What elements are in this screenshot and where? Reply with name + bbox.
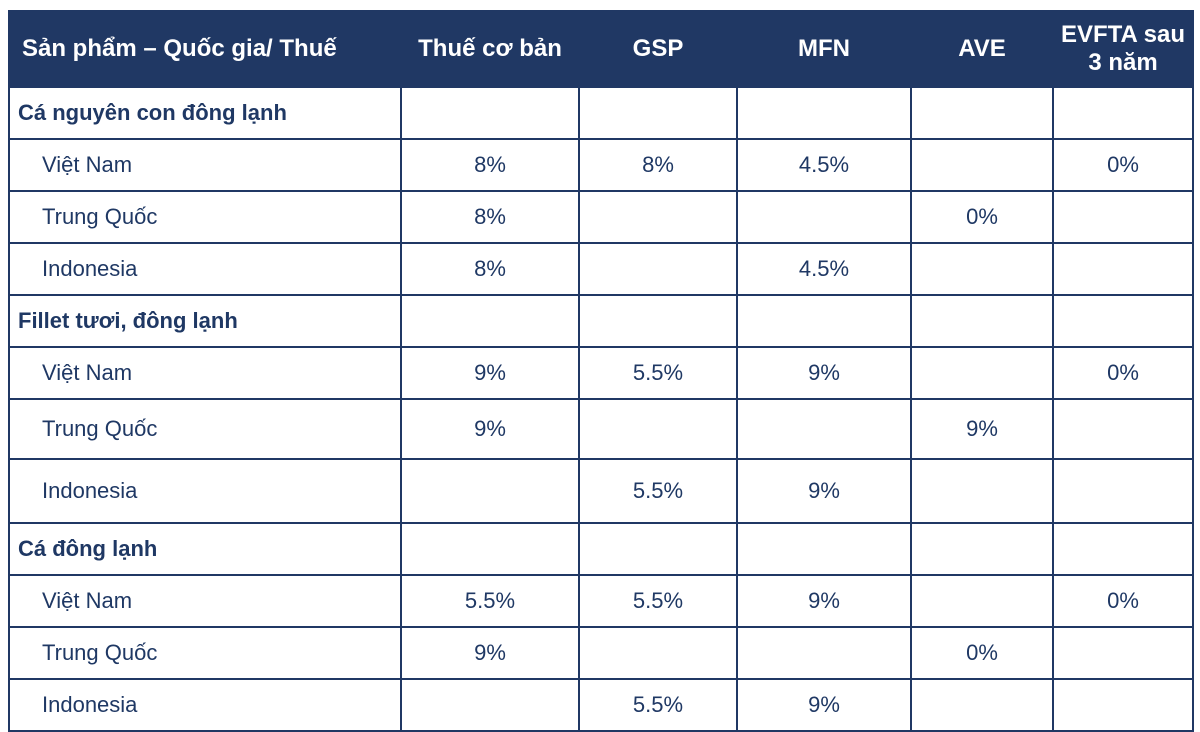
country-cell: Indonesia <box>8 678 402 732</box>
tariff-comparison-table: Sản phẩm – Quốc gia/ Thuế Thuế cơ bản GS… <box>8 10 1194 732</box>
country-cell: Việt Nam <box>8 346 402 400</box>
tariff-value-cell: 8% <box>400 190 580 244</box>
country-cell: Indonesia <box>8 242 402 296</box>
tariff-value-cell <box>736 626 912 680</box>
tariff-value-cell <box>578 242 738 296</box>
country-cell: Indonesia <box>8 458 402 524</box>
product-group-cell: Cá đông lạnh <box>8 522 402 576</box>
tariff-value-cell <box>400 458 580 524</box>
tariff-value-cell <box>910 294 1054 348</box>
tariff-value-cell: 5.5% <box>578 458 738 524</box>
table-row: Fillet tươi, đông lạnh <box>8 294 1194 348</box>
tariff-value-cell <box>578 294 738 348</box>
tariff-value-cell: 0% <box>1052 138 1194 192</box>
tariff-value-cell <box>1052 522 1194 576</box>
table-body: Cá nguyên con đông lạnh Việt Nam 8% 8% 4.5% 0… <box>8 86 1194 732</box>
table-row: Việt Nam 5.5% 5.5% 9% 0% <box>8 574 1194 628</box>
country-cell: Trung Quốc <box>8 398 402 460</box>
tariff-value-cell: 4.5% <box>736 242 912 296</box>
tariff-value-cell <box>1052 626 1194 680</box>
tariff-value-cell <box>1052 678 1194 732</box>
tariff-value-cell: 9% <box>400 626 580 680</box>
table-row: Việt Nam 9% 5.5% 9% 0% <box>8 346 1194 400</box>
tariff-value-cell <box>910 574 1054 628</box>
tariff-value-cell: 0% <box>910 626 1054 680</box>
tariff-value-cell <box>1052 242 1194 296</box>
table-header: Sản phẩm – Quốc gia/ Thuế Thuế cơ bản GS… <box>8 10 1194 88</box>
tariff-value-cell <box>910 678 1054 732</box>
table-row: Trung Quốc 9% 9% <box>8 398 1194 460</box>
tariff-value-cell <box>400 86 580 140</box>
tariff-value-cell <box>910 242 1054 296</box>
country-cell: Việt Nam <box>8 574 402 628</box>
table-row: Việt Nam 8% 8% 4.5% 0% <box>8 138 1194 192</box>
tariff-value-cell <box>1052 458 1194 524</box>
header-gsp: GSP <box>578 10 738 88</box>
table-row: Cá nguyên con đông lạnh <box>8 86 1194 140</box>
tariff-value-cell: 9% <box>910 398 1054 460</box>
tariff-value-cell <box>400 294 580 348</box>
country-cell: Trung Quốc <box>8 190 402 244</box>
tariff-value-cell <box>1052 86 1194 140</box>
tariff-value-cell <box>578 86 738 140</box>
tariff-value-cell <box>910 458 1054 524</box>
tariff-value-cell: 0% <box>910 190 1054 244</box>
table-row: Indonesia 5.5% 9% <box>8 678 1194 732</box>
tariff-value-cell <box>578 190 738 244</box>
table-row: Indonesia 8% 4.5% <box>8 242 1194 296</box>
tariff-value-cell: 5.5% <box>578 346 738 400</box>
product-group-cell: Cá nguyên con đông lạnh <box>8 86 402 140</box>
country-cell: Việt Nam <box>8 138 402 192</box>
header-evfta-3-years: EVFTA sau 3 năm <box>1052 10 1194 88</box>
tariff-value-cell <box>1052 294 1194 348</box>
tariff-value-cell: 9% <box>736 458 912 524</box>
tariff-value-cell <box>578 522 738 576</box>
tariff-value-cell <box>910 346 1054 400</box>
tariff-value-cell: 9% <box>400 398 580 460</box>
tariff-value-cell <box>736 522 912 576</box>
tariff-value-cell <box>910 138 1054 192</box>
header-mfn: MFN <box>736 10 912 88</box>
table-row: Trung Quốc 9% 0% <box>8 626 1194 680</box>
tariff-value-cell <box>400 522 580 576</box>
tariff-value-cell <box>736 398 912 460</box>
tariff-value-cell: 9% <box>736 678 912 732</box>
tariff-value-cell <box>736 294 912 348</box>
tariff-value-cell <box>1052 190 1194 244</box>
tariff-value-cell <box>1052 398 1194 460</box>
tariff-value-cell: 5.5% <box>400 574 580 628</box>
tariff-value-cell: 0% <box>1052 574 1194 628</box>
tariff-value-cell: 5.5% <box>578 574 738 628</box>
tariff-value-cell <box>736 190 912 244</box>
country-cell: Trung Quốc <box>8 626 402 680</box>
tariff-value-cell: 8% <box>400 138 580 192</box>
header-row: Sản phẩm – Quốc gia/ Thuế Thuế cơ bản GS… <box>8 10 1194 88</box>
tariff-value-cell <box>736 86 912 140</box>
tariff-value-cell <box>400 678 580 732</box>
tariff-value-cell: 0% <box>1052 346 1194 400</box>
tariff-value-cell: 5.5% <box>578 678 738 732</box>
table-row: Indonesia 5.5% 9% <box>8 458 1194 524</box>
tariff-value-cell: 9% <box>736 346 912 400</box>
header-base-tariff: Thuế cơ bản <box>400 10 580 88</box>
tariff-value-cell: 9% <box>400 346 580 400</box>
tariff-value-cell <box>578 398 738 460</box>
tariff-value-cell: 8% <box>578 138 738 192</box>
tariff-value-cell: 4.5% <box>736 138 912 192</box>
tariff-value-cell <box>910 522 1054 576</box>
tariff-value-cell: 8% <box>400 242 580 296</box>
product-group-cell: Fillet tươi, đông lạnh <box>8 294 402 348</box>
tariff-value-cell <box>910 86 1054 140</box>
header-product-country-tax: Sản phẩm – Quốc gia/ Thuế <box>8 10 402 88</box>
header-ave: AVE <box>910 10 1054 88</box>
table-row: Cá đông lạnh <box>8 522 1194 576</box>
tariff-value-cell: 9% <box>736 574 912 628</box>
table-row: Trung Quốc 8% 0% <box>8 190 1194 244</box>
tariff-value-cell <box>578 626 738 680</box>
